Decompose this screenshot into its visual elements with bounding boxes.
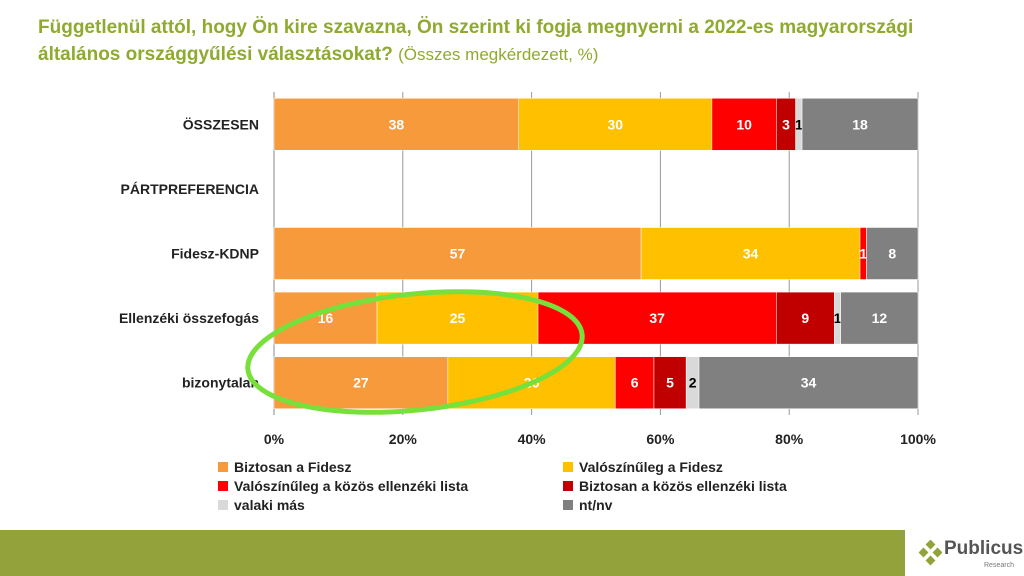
legend-label: Valószínűleg a Fidesz: [579, 459, 723, 475]
category-label: ÖSSZESEN: [183, 116, 259, 132]
logo-name: Publicus: [944, 538, 1024, 559]
title-sub: (Összes megkérdezett, %): [398, 45, 599, 64]
legend-item: nt/nv: [563, 497, 612, 513]
bar-segment: [537, 291, 777, 345]
highlight-ellipse: [245, 289, 585, 415]
bar-segment: [866, 227, 919, 280]
bar-segment: [273, 98, 519, 151]
x-tick-label: 40%: [518, 431, 547, 447]
data-label: 6: [631, 375, 639, 391]
data-label: 34: [801, 375, 817, 391]
x-tick-label: 80%: [775, 431, 804, 447]
data-label: 3: [782, 116, 790, 132]
data-label: 10: [736, 116, 752, 132]
data-label: 2: [689, 375, 697, 391]
legend-item: Valószínűleg a közös ellenzéki lista: [218, 478, 468, 494]
bar-segment: [711, 98, 777, 151]
legend-item: Biztosan a közös ellenzéki lista: [563, 478, 787, 494]
x-tick-label: 20%: [389, 431, 418, 447]
data-label: 1: [859, 246, 867, 262]
category-label: PÁRTPREFERENCIA: [121, 181, 259, 197]
footer-band: [0, 530, 905, 576]
legend-item: Biztosan a Fidesz: [218, 459, 351, 475]
legend-item: Valószínűleg a Fidesz: [563, 459, 723, 475]
data-label: 34: [743, 246, 759, 262]
bar-segment: [615, 356, 655, 409]
x-tick-label: 100%: [900, 431, 936, 447]
legend-swatch: [563, 481, 573, 491]
legend-label: Biztosan a közös ellenzéki lista: [579, 478, 787, 494]
x-tick-label: 60%: [646, 431, 675, 447]
data-label: 1: [795, 116, 803, 132]
data-label: 9: [801, 310, 809, 326]
data-label: 37: [649, 310, 665, 326]
bar-segment: [698, 356, 919, 409]
data-label: 25: [450, 310, 466, 326]
chart-title: Függetlenül attól, hogy Ön kire szavazna…: [38, 14, 938, 68]
title-main: Függetlenül attól, hogy Ön kire szavazna…: [38, 17, 914, 65]
data-label: 12: [872, 310, 888, 326]
category-label: Fidesz-KDNP: [171, 246, 259, 262]
bar-segment: [801, 98, 919, 151]
legend-label: nt/nv: [579, 497, 613, 513]
publicus-logo: Publicus Research: [918, 538, 1024, 576]
bar-segment: [840, 291, 919, 345]
bar-segment: [653, 356, 687, 409]
category-label: bizonytalan: [182, 375, 259, 391]
legend-swatch: [563, 500, 573, 510]
data-label: 8: [888, 246, 896, 262]
data-label: 18: [852, 116, 868, 132]
bar-segment: [776, 291, 835, 345]
x-tick-label: 0%: [264, 431, 285, 447]
legend-swatch: [218, 500, 228, 510]
legend-swatch: [218, 481, 228, 491]
data-label: 5: [666, 375, 674, 391]
bar-segment: [640, 227, 861, 280]
bar-segment: [518, 98, 713, 151]
legend-item: valaki más: [218, 497, 305, 513]
legend-label: Biztosan a Fidesz: [234, 459, 352, 475]
legend-swatch: [218, 462, 228, 472]
bar-segment: [273, 356, 449, 409]
category-label: Ellenzéki összefogás: [119, 310, 259, 326]
data-label: 38: [389, 116, 405, 132]
data-label: 30: [608, 116, 624, 132]
logo-icon: [918, 540, 942, 566]
logo-sub: Research: [984, 562, 1014, 569]
bar-segment: [273, 227, 642, 280]
data-label: 27: [353, 375, 369, 391]
legend-swatch: [563, 462, 573, 472]
data-label: 57: [450, 246, 466, 262]
bar-segment: [376, 291, 539, 345]
legend-label: Valószínűleg a közös ellenzéki lista: [234, 478, 469, 494]
data-label: 1: [834, 310, 842, 326]
legend-label: valaki más: [234, 497, 305, 513]
